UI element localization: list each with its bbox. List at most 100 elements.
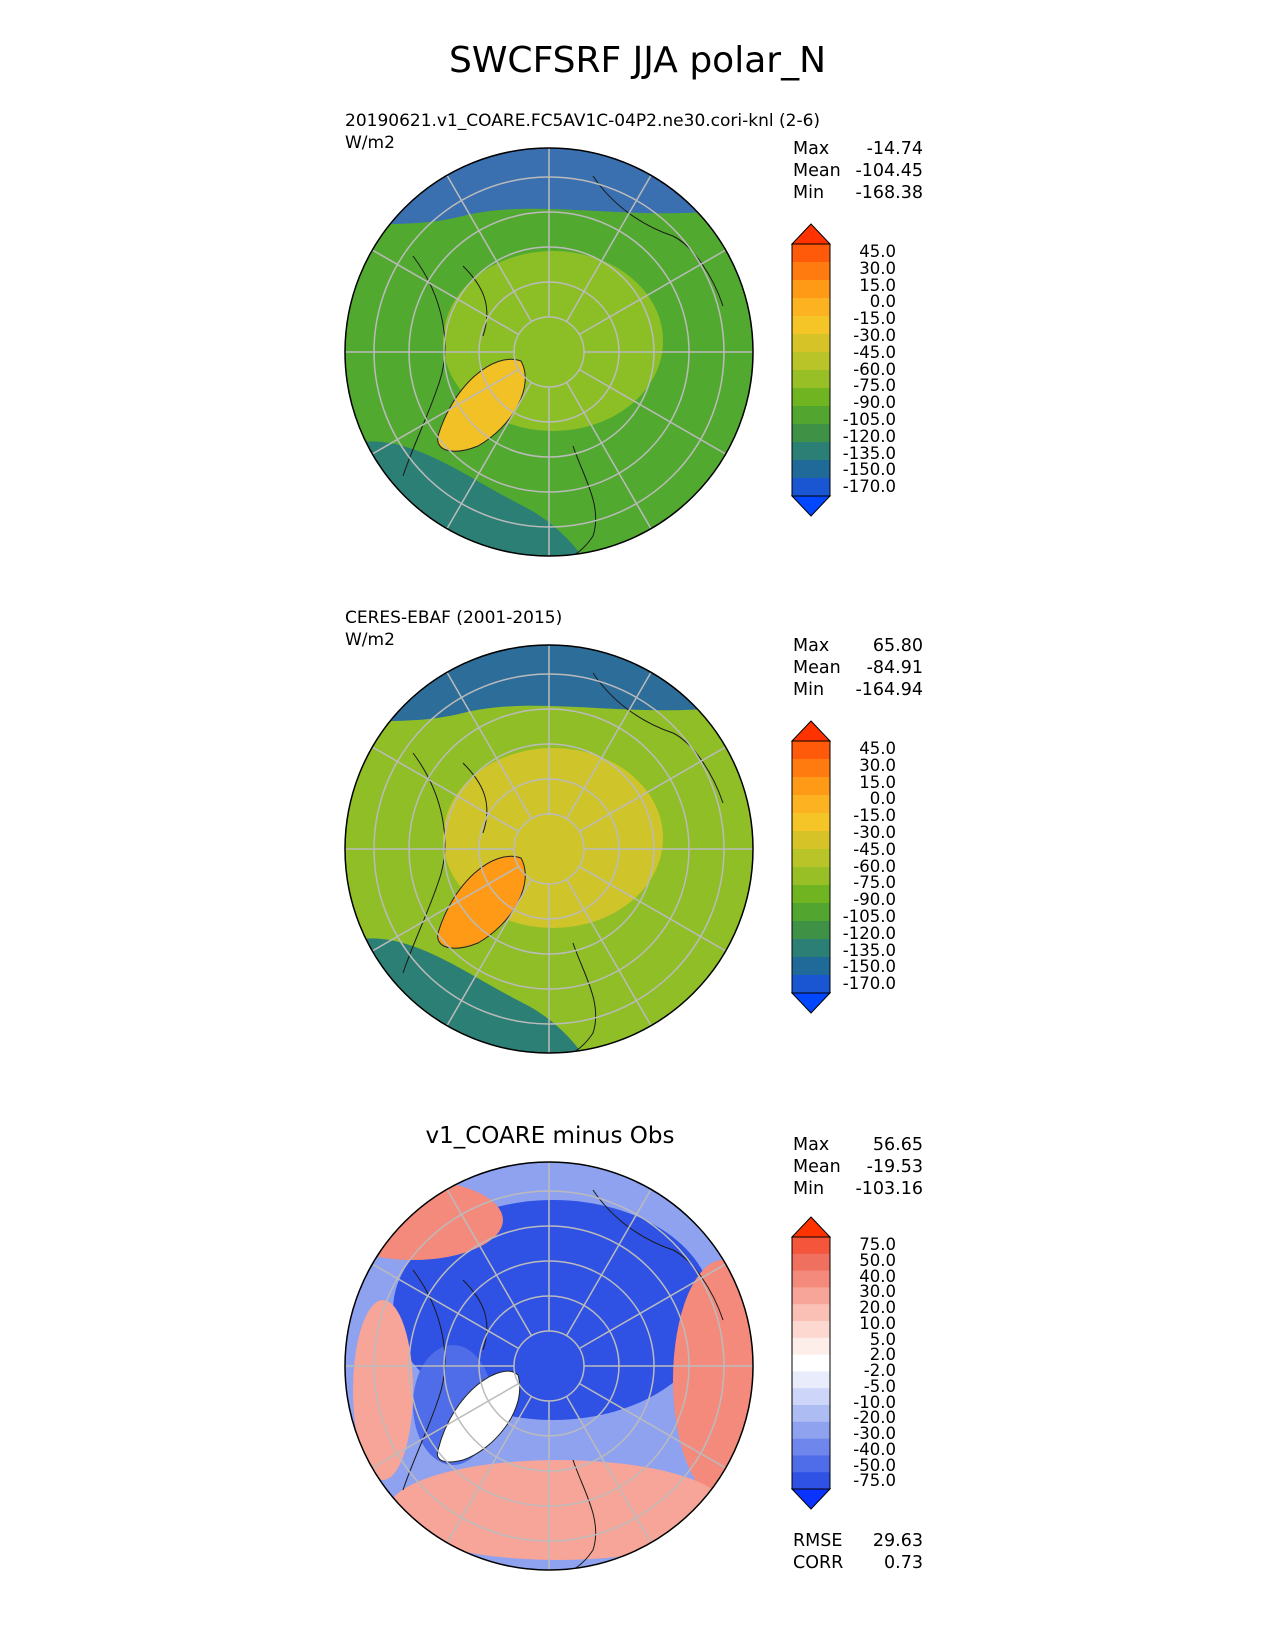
colorbar-tick-label: -10.0 [853,1392,896,1412]
map-boundary [344,644,754,1054]
colorbar-segment [792,1337,830,1356]
longitude-line [371,746,520,833]
mean-label: Mean [793,1157,841,1177]
min-label: Min [793,183,825,203]
run-name: 20190621.v1_COARE.FC5AV1C-04P2.ne30.cori… [345,111,821,131]
colorbar-segment [792,849,830,868]
colorbar-segment [792,1455,830,1473]
rmse-label: RMSE [793,1531,843,1551]
longitude-line [371,865,520,952]
colorbar-segment [792,1421,830,1440]
longitude-line [446,671,533,820]
colorbar-tick-label: 50.0 [859,1250,896,1270]
colorbar-tick-label: 45.0 [859,242,896,261]
colorbar-tick-label: -90.0 [853,393,896,413]
colorbar-segment [792,813,830,832]
colorbar-tick-label: -60.0 [853,856,896,876]
units-label: W/m2 [345,133,395,153]
colorbar-tick-label: -15.0 [853,309,896,329]
colorbar-segment [792,370,830,389]
max-value: 56.65 [872,1135,923,1155]
colorbar-difference [790,1216,832,1510]
colorbar-tick-label: -50.0 [853,1455,896,1475]
colorbar-tick-label: -120.0 [842,923,896,943]
longitude-line [578,1382,727,1469]
colorbar-segment [792,1304,830,1322]
colorbar-tick-label: -120.0 [842,426,896,446]
difference-title: v1_COARE minus Obs [425,1123,675,1149]
colorbar-segment [792,903,830,922]
units-label: W/m2 [345,630,395,650]
colorbar-extend-min [790,1488,832,1510]
longitude-line [446,1188,533,1337]
colorbar-segment [792,1287,830,1305]
min-value: -168.38 [855,183,923,203]
colorbar-tick-label: -60.0 [853,359,896,379]
colorbar-tick-label: -170.0 [842,477,896,497]
corr-label: CORR [793,1553,844,1573]
colorbar-segment [792,244,830,263]
colorbar-tick-label: -105.0 [842,907,896,926]
colorbar-segment [792,939,830,958]
coastline [402,752,446,974]
colorbar-segment [792,795,830,814]
mean-value: -19.53 [866,1157,923,1177]
colorbar-extend-max [790,720,832,742]
rmse-value: 29.63 [872,1531,923,1551]
longitude-line [565,174,652,323]
colorbar-segment [792,741,830,760]
colorbar-tick-label: -75.0 [853,1471,896,1491]
colorbar-tick-label: -30.0 [853,823,896,842]
greenland-region [437,855,526,949]
colorbar-segment [792,1354,830,1372]
colorbar-frame [791,740,831,994]
run-name: CERES-EBAF (2001-2015) [345,608,563,628]
min-label: Min [793,1179,825,1199]
max-label: Max [793,636,830,656]
colorbar-tick-label: -30.0 [853,1424,896,1443]
colorbar-tick-label: 20.0 [859,1298,896,1317]
colorbar-segment [792,406,830,425]
colorbar-segment [792,1405,830,1423]
min-value: -164.94 [855,680,923,700]
europe-region [388,1460,728,1560]
colorbar-tick-label: -45.0 [853,342,896,362]
colorbar-tick-label: 15.0 [859,772,896,792]
colorbar-tick-label: -150.0 [842,957,896,977]
colorbar-segment [792,478,830,497]
longitude-line [446,878,533,1027]
longitude-line [578,368,727,455]
longitude-line [371,1382,520,1469]
polar-map-reference [344,644,754,1054]
colorbar-tick-label: 30.0 [859,755,896,775]
coastline [592,672,724,804]
longitude-line [578,249,727,336]
max-value: 65.80 [872,636,923,656]
coastline [592,175,724,307]
greenland-region [437,358,526,452]
colorbar-segment [792,831,830,850]
colorbar-tick-label: -170.0 [842,974,896,994]
colorbar-segment [792,352,830,371]
longitude-line [371,1263,520,1350]
min-label: Min [793,680,825,700]
mean-label: Mean [793,658,841,678]
colorbar-tick-label: -2.0 [863,1361,896,1380]
colorbar-segment [792,424,830,443]
stats-difference: Max 56.65 Mean -19.53 Min -103.16 [793,1134,923,1200]
colorbar-tick-label: 30.0 [859,1282,896,1302]
west-region [353,1300,413,1480]
stats-reference: Max 65.80 Mean -84.91 Min -164.94 [793,635,923,701]
colorbar-segment [792,1472,830,1490]
mean-value: -84.91 [866,658,923,678]
longitude-line [565,671,652,820]
colorbar-tick-label: 5.0 [869,1329,896,1349]
figure-title: SWCFSRF JJA polar_N [448,40,826,81]
polar-map-test [344,147,754,557]
colorbar-segment [792,777,830,796]
mean-label: Mean [793,161,841,181]
colorbar-segment [792,262,830,281]
colorbar-tick-label: 2.0 [869,1345,896,1365]
colorbar-segment [792,1270,830,1288]
coastline [592,1189,724,1321]
